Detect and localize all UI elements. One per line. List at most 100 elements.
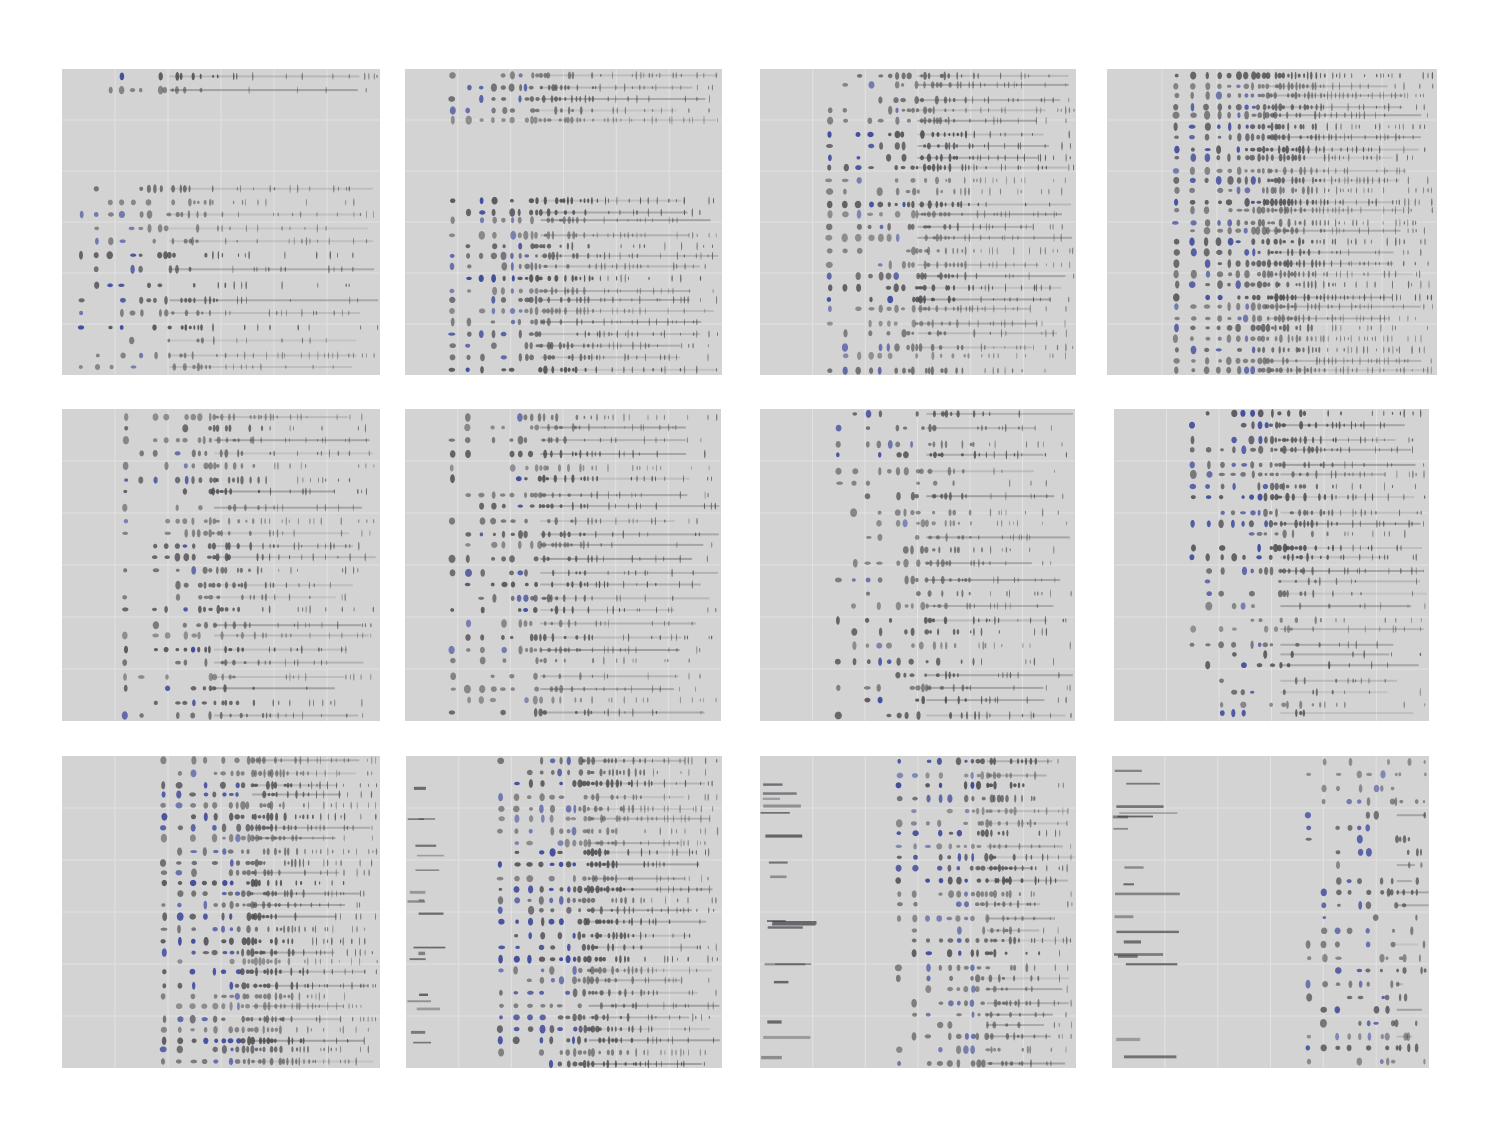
energy-mark: [631, 86, 633, 90]
energy-mark: [923, 81, 926, 89]
energy-mark: [300, 413, 302, 421]
energy-mark: [219, 607, 224, 612]
energy-mark: [1279, 617, 1283, 623]
energy-mark: [1352, 508, 1354, 518]
energy-mark: [587, 554, 590, 564]
energy-mark: [1351, 302, 1353, 311]
energy-mark: [465, 208, 472, 217]
energy-mark: [935, 176, 939, 185]
energy-mark: [289, 226, 291, 231]
energy-mark: [640, 423, 642, 432]
energy-mark: [1041, 188, 1043, 195]
energy-mark: [1033, 235, 1035, 240]
energy-mark: [1282, 445, 1287, 454]
energy-mark: [221, 252, 224, 258]
energy-mark: [1407, 92, 1409, 99]
energy-mark: [465, 634, 471, 641]
energy-mark: [249, 892, 254, 896]
energy-mark: [1367, 366, 1369, 374]
energy-mark: [1343, 348, 1345, 352]
harmonic-smear: [252, 772, 356, 775]
energy-mark: [1354, 579, 1357, 583]
energy-mark: [1391, 73, 1393, 79]
energy-mark: [962, 469, 965, 474]
energy-mark: [1004, 82, 1006, 88]
energy-mark: [1342, 199, 1344, 206]
energy-mark: [929, 453, 933, 457]
energy-mark: [1347, 337, 1349, 341]
energy-mark-blue: [1205, 270, 1211, 278]
energy-mark: [204, 296, 207, 305]
energy-mark: [309, 518, 311, 525]
energy-mark: [1291, 176, 1294, 185]
energy-mark: [980, 248, 982, 253]
energy-mark: [579, 353, 583, 362]
energy-mark: [876, 520, 882, 527]
energy-mark: [1244, 147, 1249, 152]
energy-mark: [919, 97, 925, 103]
energy-mark-blue: [1241, 495, 1245, 499]
energy-mark-blue: [465, 343, 471, 348]
energy-mark: [563, 530, 566, 539]
energy-mark-blue: [1204, 153, 1211, 162]
harmonic-smear: [1280, 547, 1422, 549]
energy-mark: [1257, 83, 1261, 89]
energy-mark: [361, 489, 363, 494]
energy-mark: [546, 341, 551, 350]
energy-mark: [1336, 271, 1337, 278]
energy-mark: [1218, 641, 1224, 649]
energy-mark: [574, 276, 578, 281]
energy-mark: [894, 509, 901, 516]
energy-mark: [360, 674, 362, 680]
energy-mark: [310, 477, 311, 483]
energy-mark: [664, 354, 666, 360]
energy-mark-blue: [1251, 346, 1256, 354]
energy-mark: [647, 697, 649, 703]
energy-mark: [620, 289, 621, 293]
energy-mark: [603, 330, 605, 338]
energy-mark: [1378, 249, 1380, 256]
energy-mark: [245, 801, 250, 810]
energy-mark: [571, 274, 574, 282]
energy-mark: [1359, 314, 1361, 323]
energy-mark: [1005, 560, 1007, 566]
energy-mark: [985, 618, 988, 623]
energy-mark: [106, 251, 113, 260]
energy-mark: [631, 252, 633, 260]
energy-mark: [1411, 282, 1412, 287]
energy-mark: [232, 413, 236, 421]
energy-mark: [161, 903, 166, 907]
energy-mark: [542, 244, 546, 249]
energy-mark: [1399, 411, 1401, 416]
energy-mark: [1218, 359, 1222, 363]
energy-mark: [1327, 519, 1329, 528]
energy-mark: [972, 441, 975, 448]
energy-mark: [632, 423, 633, 432]
energy-mark: [1007, 97, 1010, 103]
energy-mark: [211, 861, 218, 865]
energy-mark: [524, 342, 529, 350]
energy-mark: [153, 543, 158, 549]
energy-mark: [924, 234, 928, 242]
energy-mark: [951, 201, 954, 208]
energy-mark: [989, 246, 990, 255]
harmonic-smear: [540, 439, 686, 442]
energy-mark: [1310, 167, 1313, 175]
energy-mark: [157, 283, 163, 288]
energy-mark: [932, 410, 936, 418]
energy-mark: [583, 118, 585, 123]
energy-mark: [584, 582, 586, 587]
energy-mark: [290, 858, 294, 868]
energy-mark: [1227, 176, 1234, 185]
spectrogram-plot: [405, 69, 722, 375]
energy-mark: [1400, 367, 1402, 373]
energy-mark: [1355, 91, 1357, 100]
harmonic-smear: [540, 688, 674, 691]
energy-mark: [237, 353, 238, 358]
energy-mark: [957, 673, 959, 678]
energy-mark: [293, 529, 295, 538]
energy-mark: [895, 424, 900, 432]
energy-mark: [300, 461, 302, 470]
energy-mark: [153, 438, 158, 443]
energy-mark: [1431, 71, 1434, 80]
